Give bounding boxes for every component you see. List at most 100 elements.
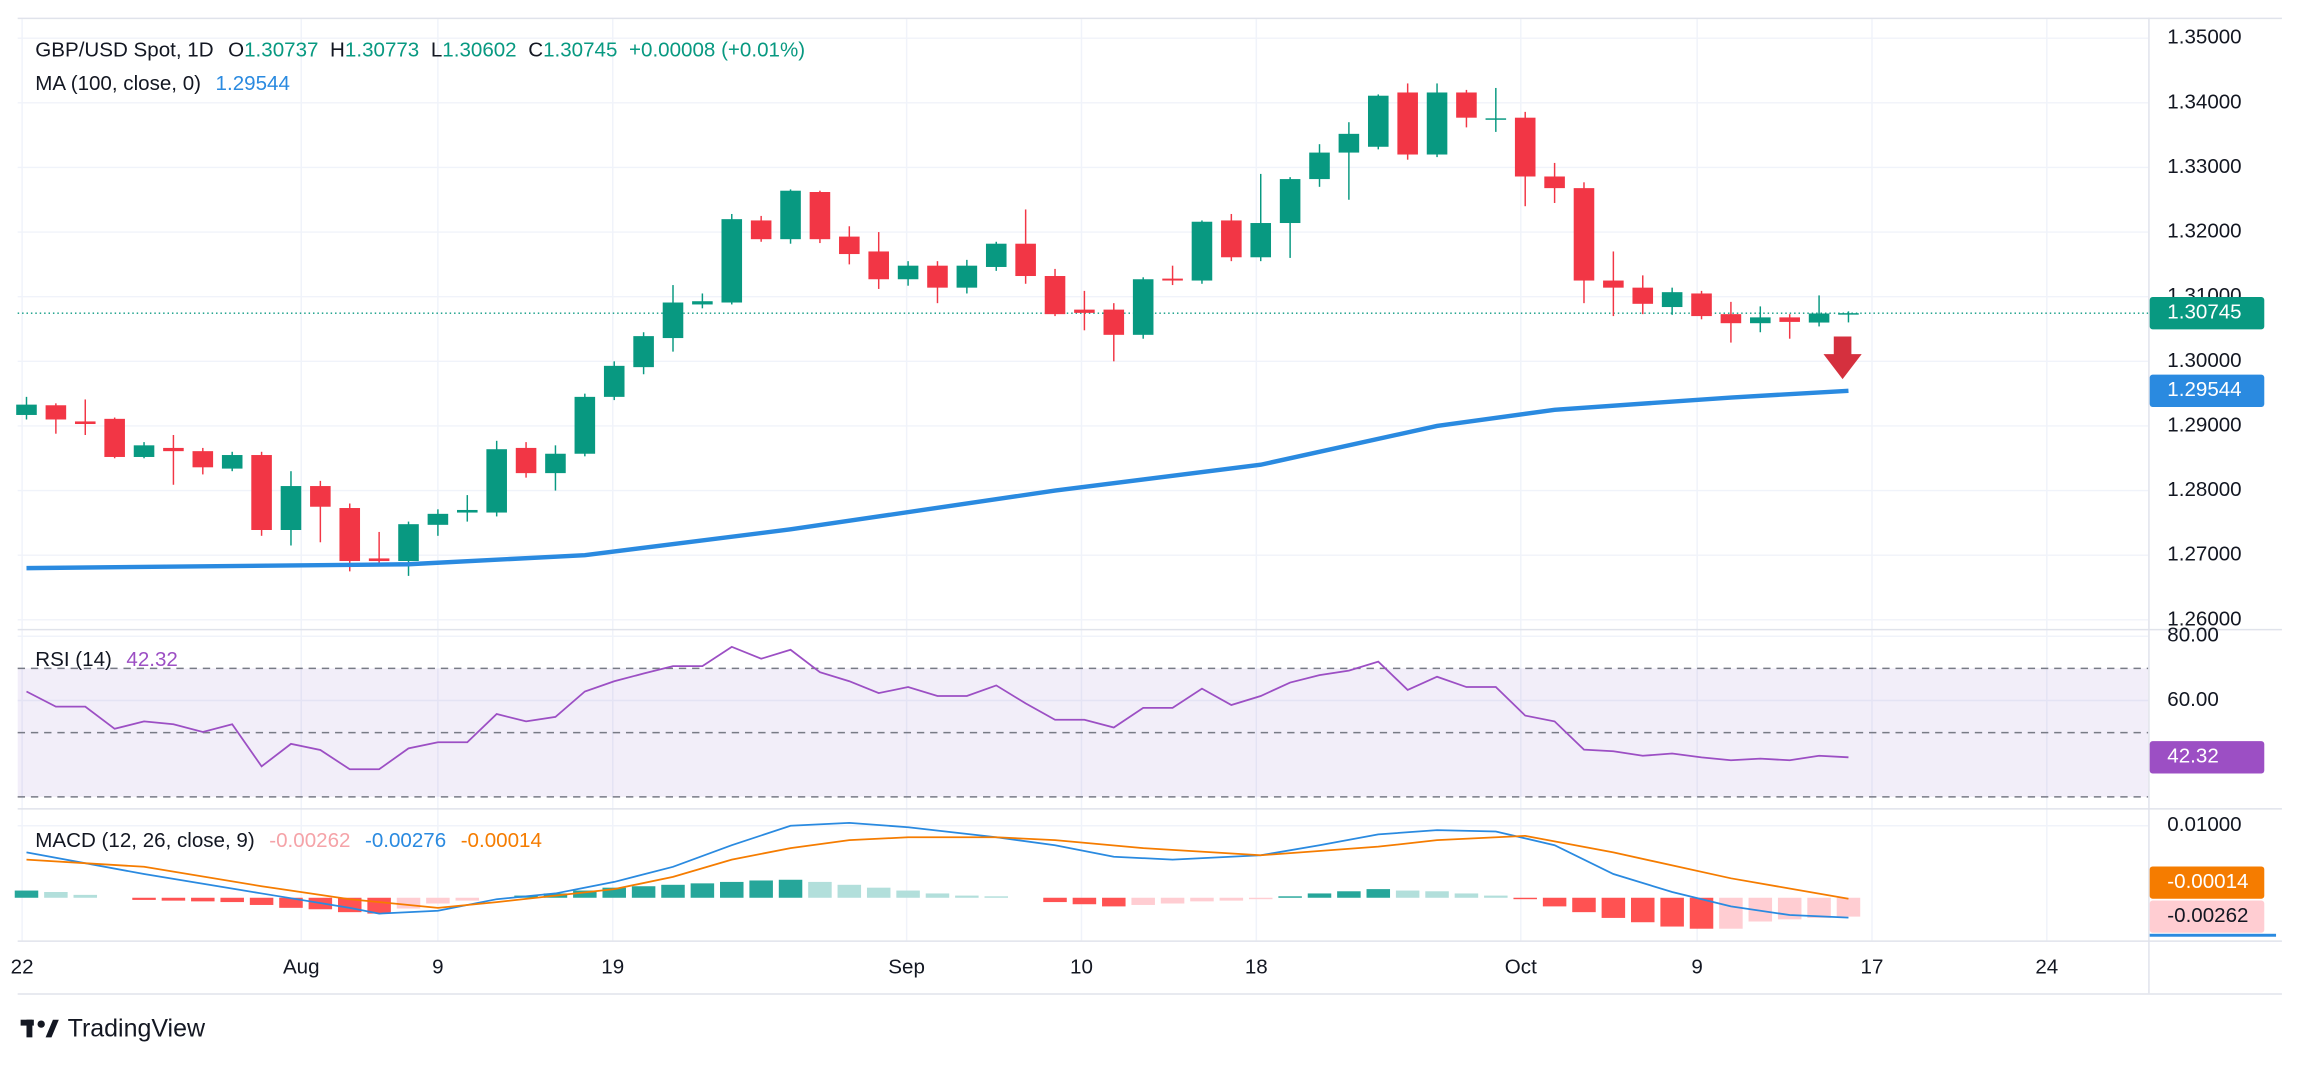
legend-macd: MACD (12, 26, close, 9) -0.00262 -0.0027… — [35, 829, 542, 852]
histogram-bar — [1366, 889, 1391, 898]
histogram-bar — [690, 883, 715, 898]
histogram-bar — [896, 890, 920, 898]
candle-body — [1603, 280, 1624, 288]
histogram-price-box — [2149, 900, 2265, 933]
x-tick-label: 10 — [1070, 956, 1093, 979]
histogram-bar — [1395, 890, 1420, 898]
candle-body — [1720, 314, 1742, 324]
legend-price: GBP/USD Spot, 1D O1.30737 H1.30773 L1.30… — [35, 39, 805, 62]
histogram-bar — [1454, 893, 1479, 898]
brand-logo — [20, 1019, 59, 1038]
candle-body — [809, 192, 831, 240]
candle-body — [368, 558, 390, 562]
candle-body — [427, 513, 449, 525]
histogram-bar — [1660, 897, 1684, 927]
histogram-bar — [1513, 897, 1537, 900]
histogram-bar — [1190, 897, 1214, 902]
histogram-bar — [1131, 897, 1155, 905]
candle-body — [574, 396, 596, 454]
histogram-bar — [1219, 897, 1244, 901]
close-value: 1.30745 — [543, 39, 617, 62]
brand-name: TradingView — [68, 1015, 206, 1043]
histogram-bar — [1337, 891, 1361, 898]
candle-body — [1103, 309, 1125, 335]
histogram-bar — [220, 897, 244, 903]
candle-body — [310, 486, 331, 507]
y-tick-label: 1.32000 — [2167, 220, 2241, 243]
candle-body — [868, 251, 889, 280]
change: +0.00008 (+0.01%) — [629, 39, 805, 62]
y-tick-label: 1.34000 — [2167, 90, 2241, 113]
candle-body — [163, 447, 184, 452]
histogram-bar — [866, 887, 891, 898]
candle-body — [515, 447, 537, 474]
histogram-bar — [1836, 897, 1861, 917]
x-tick-label: Oct — [1505, 956, 1537, 979]
candle-body — [1573, 188, 1595, 281]
x-tick-label: 17 — [1861, 956, 1884, 979]
x-tick-label: 9 — [432, 956, 443, 979]
ma-name: MA (100, close, 0) — [35, 73, 201, 96]
histogram-bar — [984, 896, 1009, 898]
histogram-bar — [1043, 897, 1067, 903]
signal-value: -0.00014 — [461, 829, 542, 852]
high-value: 1.30773 — [345, 39, 419, 62]
histogram-bar — [44, 891, 68, 898]
rsi-line — [26, 645, 1849, 771]
histogram-bar — [1807, 897, 1831, 918]
histogram-value: -0.00262 — [269, 829, 350, 852]
histogram-bar — [1572, 897, 1596, 913]
candle-body — [897, 265, 919, 280]
y-tick-label: 1.29000 — [2167, 413, 2241, 436]
x-tick-label: 9 — [1691, 956, 1702, 979]
candle-body — [221, 455, 243, 469]
histogram-bar — [1160, 897, 1185, 904]
histogram-bar — [955, 895, 979, 898]
candle-body — [1838, 313, 1859, 315]
histogram-bar — [1425, 891, 1449, 898]
histogram-bar — [1631, 897, 1655, 923]
histogram-bar — [396, 897, 421, 909]
y-tick-label: 1.35000 — [2167, 26, 2241, 49]
histogram-bar — [720, 881, 744, 898]
histogram-bar — [1484, 895, 1508, 898]
histogram-bar — [1689, 897, 1714, 929]
histogram-bar — [1102, 897, 1126, 907]
ma-price-label: 1.29544 — [2167, 378, 2241, 401]
candle-body — [839, 236, 860, 255]
histogram-bar — [73, 894, 98, 898]
candle-body — [603, 365, 625, 397]
candle-body — [1750, 317, 1771, 324]
candle-body — [692, 301, 713, 305]
candle-body — [192, 451, 214, 468]
x-tick-label: Aug — [283, 956, 320, 979]
histogram-bar — [1307, 893, 1332, 898]
candle-body — [662, 302, 684, 339]
grid — [17, 19, 2149, 941]
candle-body — [251, 455, 272, 530]
y-tick-label: 80.00 — [2167, 624, 2218, 647]
candle-body — [1779, 317, 1800, 322]
candle-body — [1162, 278, 1183, 281]
x-tick-label: 22 — [11, 956, 34, 979]
candle-body — [956, 265, 978, 288]
candle-body — [1367, 95, 1389, 147]
y-tick-label: 0.01000 — [2167, 813, 2241, 836]
candle-body — [1132, 279, 1154, 335]
ma-price-box — [2149, 374, 2265, 407]
marks — [14, 83, 2149, 929]
candle-body — [1632, 287, 1654, 304]
macd-value: -0.00276 — [365, 829, 446, 852]
histogram-bar — [925, 893, 950, 898]
ohlc-letter: L — [431, 39, 442, 62]
histogram-bar — [1748, 897, 1773, 922]
candle-body — [1691, 293, 1712, 317]
histogram-bar — [426, 897, 450, 904]
ohlc-letter: O — [228, 39, 244, 62]
macd-name: MACD (12, 26, close, 9) — [35, 829, 254, 852]
candle-body — [721, 219, 743, 303]
candle-body — [1279, 179, 1301, 224]
candle-body — [750, 220, 772, 240]
y-tick-label: 1.27000 — [2167, 543, 2241, 566]
